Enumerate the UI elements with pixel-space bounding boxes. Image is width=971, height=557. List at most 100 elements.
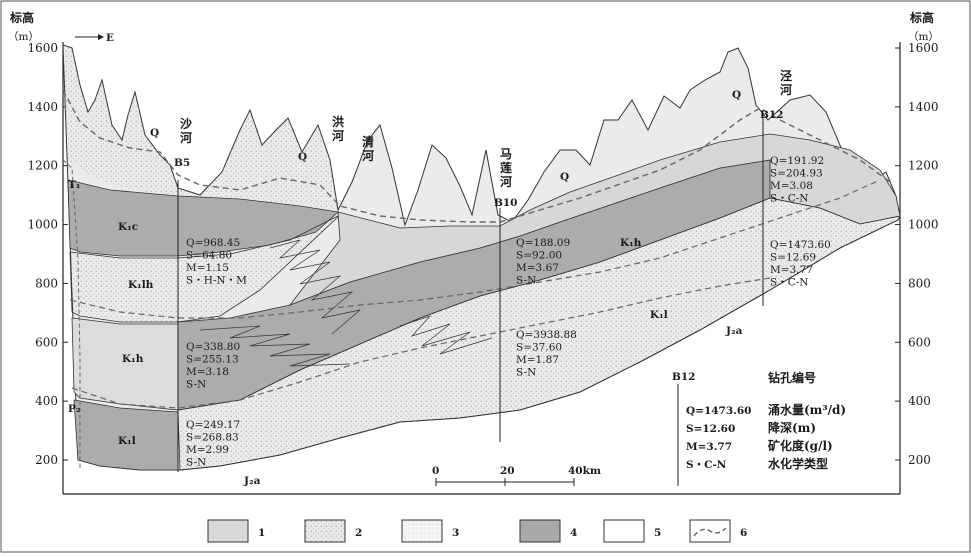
stratum-k1h-left: K₁h: [122, 353, 144, 365]
river-label-char: 清: [362, 134, 374, 149]
quaternary-label: Q: [150, 127, 159, 139]
legend-swatch: [603, 519, 645, 543]
annotation-line: M=3.18: [186, 366, 229, 378]
left-axis-unit: （m）: [8, 31, 39, 43]
annotation-line: M=1.87: [516, 354, 559, 366]
scale-bar-label: 40km: [568, 465, 601, 477]
axis-tick-label: 1400: [27, 100, 58, 114]
axis-tick-label: 1200: [908, 159, 939, 173]
stratum-j2a-right: J₂a: [725, 325, 743, 337]
axis-tick-label: 400: [35, 394, 58, 408]
scale-bar-label: 0: [432, 465, 439, 477]
axis-tick-label: 400: [908, 394, 931, 408]
river-label-char: 莲: [500, 160, 512, 175]
river-label-char: 泾: [780, 69, 792, 83]
legend-number: 4: [570, 527, 577, 539]
annotation-line: M=1.15: [186, 262, 229, 274]
borehole-id: B10: [494, 197, 518, 209]
key-row-value: M=3.77: [686, 441, 732, 453]
annotation-line: Q=249.17: [186, 419, 240, 431]
fine-sand-stratum: [63, 45, 338, 210]
k1l-right-stratum: [177, 197, 901, 471]
annotation-line: Q=1473.60: [770, 239, 831, 251]
annotation-line: M=3.08: [770, 180, 813, 192]
section-body: [62, 44, 901, 471]
annotation-line: Q=188.09: [516, 237, 570, 249]
scale-bar-label: 20: [500, 465, 515, 477]
axis-tick-label: 1600: [908, 41, 939, 55]
stratum-k1lh: K₁lh: [128, 279, 154, 291]
key-borehole-id: B12: [672, 371, 696, 383]
axis-tick-label: 1400: [908, 100, 939, 114]
river-label-char: 河: [779, 82, 792, 97]
axis-tick-label: 200: [908, 453, 931, 467]
borehole-id: B12: [760, 109, 784, 121]
annotation-line: Q=191.92: [770, 155, 824, 167]
axis-tick-label: 600: [908, 335, 931, 349]
axis-tick-label: 1000: [908, 218, 939, 232]
stratum-j2a-bottom: J₂a: [243, 475, 261, 487]
legend: 1 2 3 4 5 6: [207, 519, 747, 543]
legend-number: 5: [654, 527, 661, 539]
legend-swatch-pattern: [402, 520, 442, 542]
annotation-line: S・C-N: [770, 193, 808, 205]
river-label-char: 洪: [332, 114, 344, 129]
annotation-line: S-N: [516, 275, 536, 287]
quaternary-label: Q: [298, 151, 307, 163]
stratum-k1h-mid: K₁h: [620, 237, 642, 249]
axis-tick-label: 200: [35, 453, 58, 467]
key-row-desc: 降深(m): [768, 420, 816, 435]
direction-arrow-head-icon: [98, 34, 104, 40]
annotation-line: Q=968.45: [186, 237, 240, 249]
river-label-char: 马: [500, 147, 512, 161]
scale-bar: 0 20 40km: [432, 465, 601, 486]
annotation-line: S-N: [186, 457, 206, 469]
key-borehole-desc: 钻孔编号: [768, 370, 816, 385]
borehole-id: B5: [174, 157, 190, 169]
annotation-line: S-N: [516, 367, 536, 379]
borehole-key: B12 钻孔编号 Q=1473.60 涌水量(m³/d) S=12.60 降深(m) M…: [672, 370, 846, 486]
stratum-p2: P₂: [68, 403, 81, 415]
annotation-line: S=268.83: [186, 432, 239, 444]
river-label-char: 河: [361, 148, 374, 163]
annotation-line: S-N: [186, 379, 206, 391]
annotation-line: S=12.69: [770, 252, 816, 264]
annotation-line: M=3.67: [516, 262, 559, 274]
legend-number: 2: [355, 527, 362, 539]
river-label-char: 沙: [180, 117, 192, 131]
axis-tick-label: 800: [908, 276, 931, 290]
k1h-left-stratum: [71, 317, 179, 411]
left-axis-ticks: 1600 1400 1200 1000 800 600 400 200: [27, 41, 68, 467]
borehole-annotations: Q=968.45S=64.80M=1.15S・H-N・M Q=338.80S=25…: [186, 155, 831, 469]
key-row-desc: 水化学类型: [768, 456, 828, 471]
legend-number: 3: [452, 527, 459, 539]
water-table-dashed-line: [62, 89, 891, 223]
key-row-desc: 涌水量(m³/d): [768, 402, 846, 417]
key-row-value: S=12.60: [686, 423, 735, 435]
key-row-desc: 矿化度(g/l): [768, 438, 833, 453]
legend-swatch: [519, 519, 561, 543]
annotation-line: M=3.77: [770, 264, 813, 276]
left-axis-title: 标高: [9, 10, 34, 25]
lower-boundary-dashed: [71, 277, 771, 409]
annotation-line: S・H-N・M: [186, 275, 247, 287]
stratum-boundary-dashed: [69, 179, 881, 319]
legend-dash-sample: [693, 527, 727, 537]
right-axis-title: 标高: [909, 10, 934, 25]
interfinger-lines: [269, 239, 361, 335]
interfinger-lines-right: [399, 315, 493, 355]
annotation-line: S・C-N: [770, 277, 808, 289]
legend-swatch-pattern: [305, 520, 345, 542]
t1-boundary-dashed: [62, 159, 81, 470]
quaternary-label: Q: [732, 89, 741, 101]
k1l-left-stratum: [73, 399, 179, 471]
key-rows: Q=1473.60 涌水量(m³/d) S=12.60 降深(m) M=3.77 矿化度(…: [686, 402, 846, 471]
stratum-k1l-left: K₁l: [118, 435, 136, 447]
annotation-line: M=2.99: [186, 444, 229, 456]
stratum-k1l-right: K₁l: [650, 309, 668, 321]
axis-tick-label: 1000: [27, 218, 58, 232]
